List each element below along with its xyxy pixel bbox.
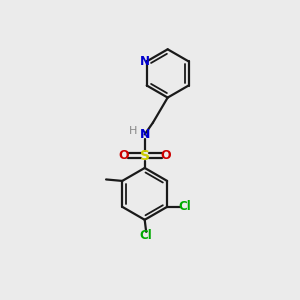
Text: O: O bbox=[160, 149, 171, 162]
Text: Cl: Cl bbox=[178, 200, 191, 213]
Text: Cl: Cl bbox=[140, 230, 152, 242]
Text: S: S bbox=[140, 148, 150, 163]
Text: N: N bbox=[140, 55, 149, 68]
Text: O: O bbox=[118, 149, 129, 162]
Text: H: H bbox=[129, 126, 138, 136]
Text: N: N bbox=[140, 128, 150, 141]
